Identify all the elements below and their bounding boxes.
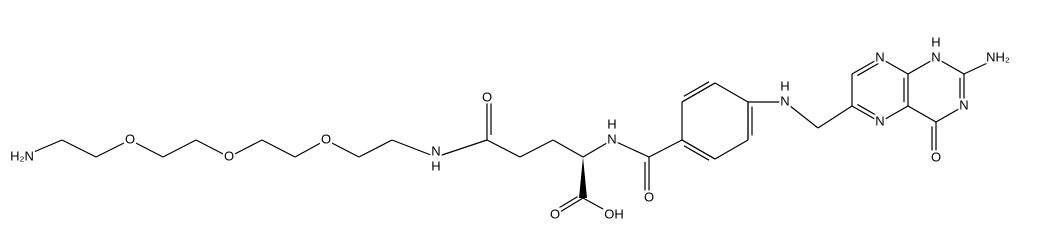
atom-text: N	[931, 49, 940, 64]
label-bg	[642, 190, 656, 204]
atom-label: N	[430, 143, 442, 158]
label-bg	[874, 114, 886, 128]
bond	[714, 139, 749, 160]
atom-text: N	[607, 131, 616, 146]
atom-label: O	[319, 131, 333, 146]
atom-label: N	[874, 113, 886, 128]
bond-inner	[683, 145, 710, 161]
bond-inner	[555, 196, 578, 211]
bond	[681, 139, 716, 160]
label-bg	[958, 98, 970, 112]
bond	[261, 139, 296, 158]
atom-text: O	[931, 149, 941, 164]
atom-text: N	[431, 143, 440, 158]
label-bg	[606, 132, 618, 146]
bond	[61, 139, 97, 158]
label-bg	[929, 150, 943, 164]
bond	[611, 139, 650, 158]
bond	[435, 139, 488, 158]
bond-inner	[857, 62, 879, 77]
atom-label: O	[222, 148, 236, 163]
label-bg	[430, 159, 442, 173]
bond	[519, 139, 554, 158]
label-bg	[985, 50, 1011, 64]
atom-label: O	[123, 131, 137, 146]
wedge-bond	[579, 157, 587, 198]
atom-text: N	[959, 97, 968, 112]
atom-text: N	[780, 93, 789, 108]
label-bg	[430, 144, 442, 158]
atom-text: O	[125, 131, 135, 146]
atom-text: H	[607, 116, 616, 131]
label-bg	[779, 94, 791, 108]
atom-label: NH₂	[985, 49, 1011, 64]
atom-label: H	[606, 116, 618, 131]
label-bg	[930, 35, 942, 49]
label-bg	[222, 149, 236, 163]
atom-text: O	[644, 189, 654, 204]
bond	[552, 139, 584, 158]
bond-inner	[683, 81, 710, 97]
bond	[714, 82, 749, 103]
atom-label: N	[930, 49, 942, 64]
label-bg	[123, 132, 137, 146]
bond	[162, 139, 197, 158]
atom-label: O	[548, 206, 562, 221]
bond	[817, 105, 853, 129]
atom-text: N	[875, 49, 884, 64]
label-bg	[874, 50, 886, 64]
atom-text: H	[931, 34, 940, 49]
label-bg	[9, 149, 35, 163]
label-bg	[779, 79, 791, 93]
atom-text: OH	[604, 206, 624, 221]
atom-label: O	[480, 89, 494, 104]
label-bg	[480, 90, 494, 104]
atom-label: H	[779, 78, 791, 93]
atom-label: N	[779, 93, 791, 108]
atom-text: H	[431, 158, 440, 173]
atom-label: O	[642, 189, 656, 204]
atom-label: N	[958, 97, 970, 112]
atom-label: OH	[603, 206, 625, 221]
atom-label: H₂N	[9, 148, 35, 163]
atom-text: O	[321, 131, 331, 146]
bond	[907, 105, 937, 123]
atom-text: O	[482, 89, 492, 104]
bond	[391, 139, 437, 158]
atom-text: O	[550, 206, 560, 221]
atom-label: N	[606, 131, 618, 146]
atom-label: O	[929, 149, 943, 164]
bond	[648, 139, 683, 158]
label-bg	[606, 117, 618, 131]
atom-text: N	[875, 113, 884, 128]
atom-label: H	[430, 158, 442, 173]
label-bg	[930, 50, 942, 64]
atom-label: N	[874, 49, 886, 64]
atom-label: H	[930, 34, 942, 49]
label-bg	[603, 207, 625, 221]
bond	[486, 139, 521, 158]
bond	[681, 82, 716, 103]
atom-text: NH₂	[986, 49, 1010, 64]
bond	[358, 139, 393, 158]
label-bg	[319, 132, 333, 146]
label-bg	[548, 207, 562, 221]
atom-text: O	[224, 148, 234, 163]
atom-text: H	[780, 78, 789, 93]
atom-text: H₂N	[10, 148, 34, 163]
